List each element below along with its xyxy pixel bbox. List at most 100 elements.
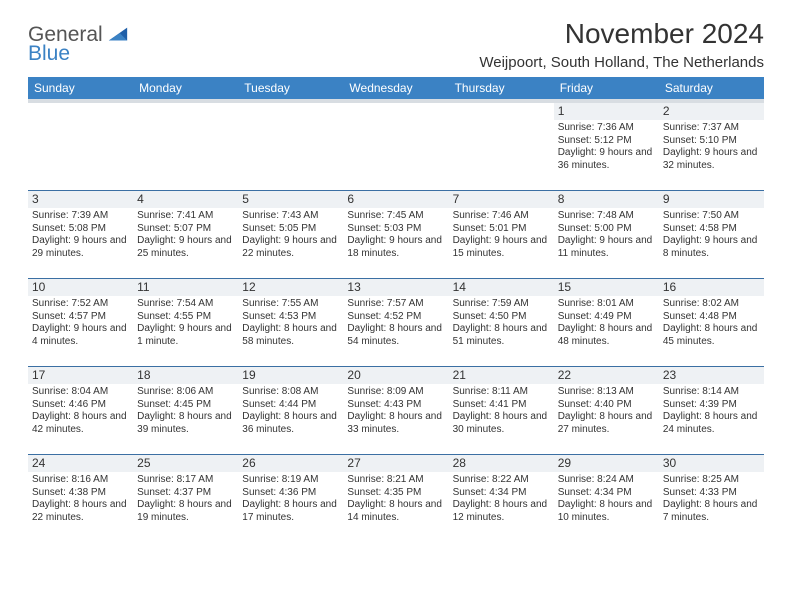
sunrise-text: Sunrise: 8:01 AM [558,298,655,311]
sunrise-text: Sunrise: 8:08 AM [242,386,339,399]
daylight-text: Daylight: 8 hours and 27 minutes. [558,411,655,436]
daylight-text: Daylight: 8 hours and 30 minutes. [453,411,550,436]
calendar-cell: 18Sunrise: 8:06 AMSunset: 4:45 PMDayligh… [133,367,238,455]
daylight-text: Daylight: 9 hours and 8 minutes. [663,235,760,260]
sunrise-text: Sunrise: 7:57 AM [347,298,444,311]
calendar-cell: 6Sunrise: 7:45 AMSunset: 5:03 PMDaylight… [343,191,448,279]
day-header: Sunday [28,77,133,101]
day-number: 14 [449,279,554,296]
day-number: 9 [659,191,764,208]
page-subtitle: Weijpoort, South Holland, The Netherland… [479,54,764,71]
sunrise-text: Sunrise: 7:59 AM [453,298,550,311]
sunrise-text: Sunrise: 7:55 AM [242,298,339,311]
sunrise-text: Sunrise: 7:54 AM [137,298,234,311]
logo-line2: Blue [28,43,103,64]
sunrise-text: Sunrise: 8:14 AM [663,386,760,399]
day-number: 28 [449,455,554,472]
daylight-text: Daylight: 9 hours and 11 minutes. [558,235,655,260]
sunrise-text: Sunrise: 7:46 AM [453,210,550,223]
sunset-text: Sunset: 5:00 PM [558,223,655,236]
sunrise-text: Sunrise: 7:43 AM [242,210,339,223]
sunset-text: Sunset: 4:39 PM [663,399,760,412]
sunset-text: Sunset: 4:45 PM [137,399,234,412]
sunrise-text: Sunrise: 8:17 AM [137,474,234,487]
daylight-text: Daylight: 8 hours and 14 minutes. [347,499,444,524]
calendar-cell: 13 Sunrise: 7:57 AMSunset: 4:52 PMDayligh… [343,279,448,367]
day-number: 16 [659,279,764,296]
calendar-cell: 10Sunrise: 7:52 AMSunset: 4:57 PMDayligh… [28,279,133,367]
logo: General Blue [28,18,129,64]
day-number: 26 [238,455,343,472]
daylight-text: Daylight: 9 hours and 4 minutes. [32,323,129,348]
daylight-text: Daylight: 8 hours and 54 minutes. [347,323,444,348]
sunrise-text: Sunrise: 8:24 AM [558,474,655,487]
sunrise-text: Sunrise: 8:04 AM [32,386,129,399]
sunset-text: Sunset: 5:07 PM [137,223,234,236]
day-number: 23 [659,367,764,384]
calendar-row: 1Sunrise: 7:36 AMSunset: 5:12 PMDaylight… [28,101,764,191]
calendar-cell: 8Sunrise: 7:48 AMSunset: 5:00 PMDaylight… [554,191,659,279]
sunset-text: Sunset: 5:08 PM [32,223,129,236]
daylight-text: Daylight: 8 hours and 17 minutes. [242,499,339,524]
daylight-text: Daylight: 8 hours and 7 minutes. [663,499,760,524]
day-number: 2 [659,103,764,120]
daylight-text: Daylight: 9 hours and 29 minutes. [32,235,129,260]
day-number: 6 [343,191,448,208]
calendar-cell: 26Sunrise: 8:19 AMSunset: 4:36 PMDayligh… [238,455,343,543]
day-number: 29 [554,455,659,472]
sunrise-text: Sunrise: 8:13 AM [558,386,655,399]
day-number: 13 [343,279,448,296]
day-number: 17 [28,367,133,384]
sunset-text: Sunset: 4:52 PM [347,311,444,324]
calendar-cell: 27Sunrise: 8:21 AMSunset: 4:35 PMDayligh… [343,455,448,543]
calendar-cell: 14Sunrise: 7:59 AMSunset: 4:50 PMDayligh… [449,279,554,367]
sunset-text: Sunset: 4:46 PM [32,399,129,412]
sunset-text: Sunset: 4:55 PM [137,311,234,324]
day-number: 24 [28,455,133,472]
calendar-cell: 16Sunrise: 8:02 AMSunset: 4:48 PMDayligh… [659,279,764,367]
sunset-text: Sunset: 4:57 PM [32,311,129,324]
sunset-text: Sunset: 4:58 PM [663,223,760,236]
calendar-cell [28,101,133,191]
daylight-text: Daylight: 8 hours and 51 minutes. [453,323,550,348]
sunset-text: Sunset: 4:33 PM [663,487,760,500]
daylight-text: Daylight: 8 hours and 22 minutes. [32,499,129,524]
day-number [343,103,448,105]
sunset-text: Sunset: 4:48 PM [663,311,760,324]
day-number: 5 [238,191,343,208]
sunset-text: Sunset: 4:35 PM [347,487,444,500]
sunset-text: Sunset: 5:03 PM [347,223,444,236]
sunrise-text: Sunrise: 7:37 AM [663,122,760,135]
daylight-text: Daylight: 8 hours and 24 minutes. [663,411,760,436]
sunrise-text: Sunrise: 8:25 AM [663,474,760,487]
day-header: Tuesday [238,77,343,101]
sunset-text: Sunset: 4:38 PM [32,487,129,500]
sunset-text: Sunset: 4:49 PM [558,311,655,324]
calendar-cell: 25Sunrise: 8:17 AMSunset: 4:37 PMDayligh… [133,455,238,543]
day-number: 19 [238,367,343,384]
daylight-text: Daylight: 8 hours and 19 minutes. [137,499,234,524]
daylight-text: Daylight: 9 hours and 1 minute. [137,323,234,348]
calendar-cell: 11Sunrise: 7:54 AMSunset: 4:55 PMDayligh… [133,279,238,367]
calendar-cell: 24 Sunrise: 8:16 AMSunset: 4:38 PMDayligh… [28,455,133,543]
sunrise-text: Sunrise: 8:22 AM [453,474,550,487]
day-header-row: Sunday Monday Tuesday Wednesday Thursday… [28,77,764,101]
sunrise-text: Sunrise: 8:11 AM [453,386,550,399]
sunset-text: Sunset: 4:40 PM [558,399,655,412]
sunset-text: Sunset: 4:41 PM [453,399,550,412]
calendar-cell: 28Sunrise: 8:22 AMSunset: 4:34 PMDayligh… [449,455,554,543]
daylight-text: Daylight: 9 hours and 22 minutes. [242,235,339,260]
sunset-text: Sunset: 4:53 PM [242,311,339,324]
day-header: Friday [554,77,659,101]
calendar-cell: 29Sunrise: 8:24 AMSunset: 4:34 PMDayligh… [554,455,659,543]
day-number: 30 [659,455,764,472]
calendar-cell [343,101,448,191]
calendar-cell [449,101,554,191]
calendar-cell: 5Sunrise: 7:43 AMSunset: 5:05 PMDaylight… [238,191,343,279]
calendar-cell: 1Sunrise: 7:36 AMSunset: 5:12 PMDaylight… [554,101,659,191]
calendar-row: 10Sunrise: 7:52 AMSunset: 4:57 PMDayligh… [28,279,764,367]
calendar-cell: 4Sunrise: 7:41 AMSunset: 5:07 PMDaylight… [133,191,238,279]
sunrise-text: Sunrise: 8:16 AM [32,474,129,487]
calendar-cell: 20Sunrise: 8:09 AMSunset: 4:43 PMDayligh… [343,367,448,455]
sunset-text: Sunset: 4:44 PM [242,399,339,412]
